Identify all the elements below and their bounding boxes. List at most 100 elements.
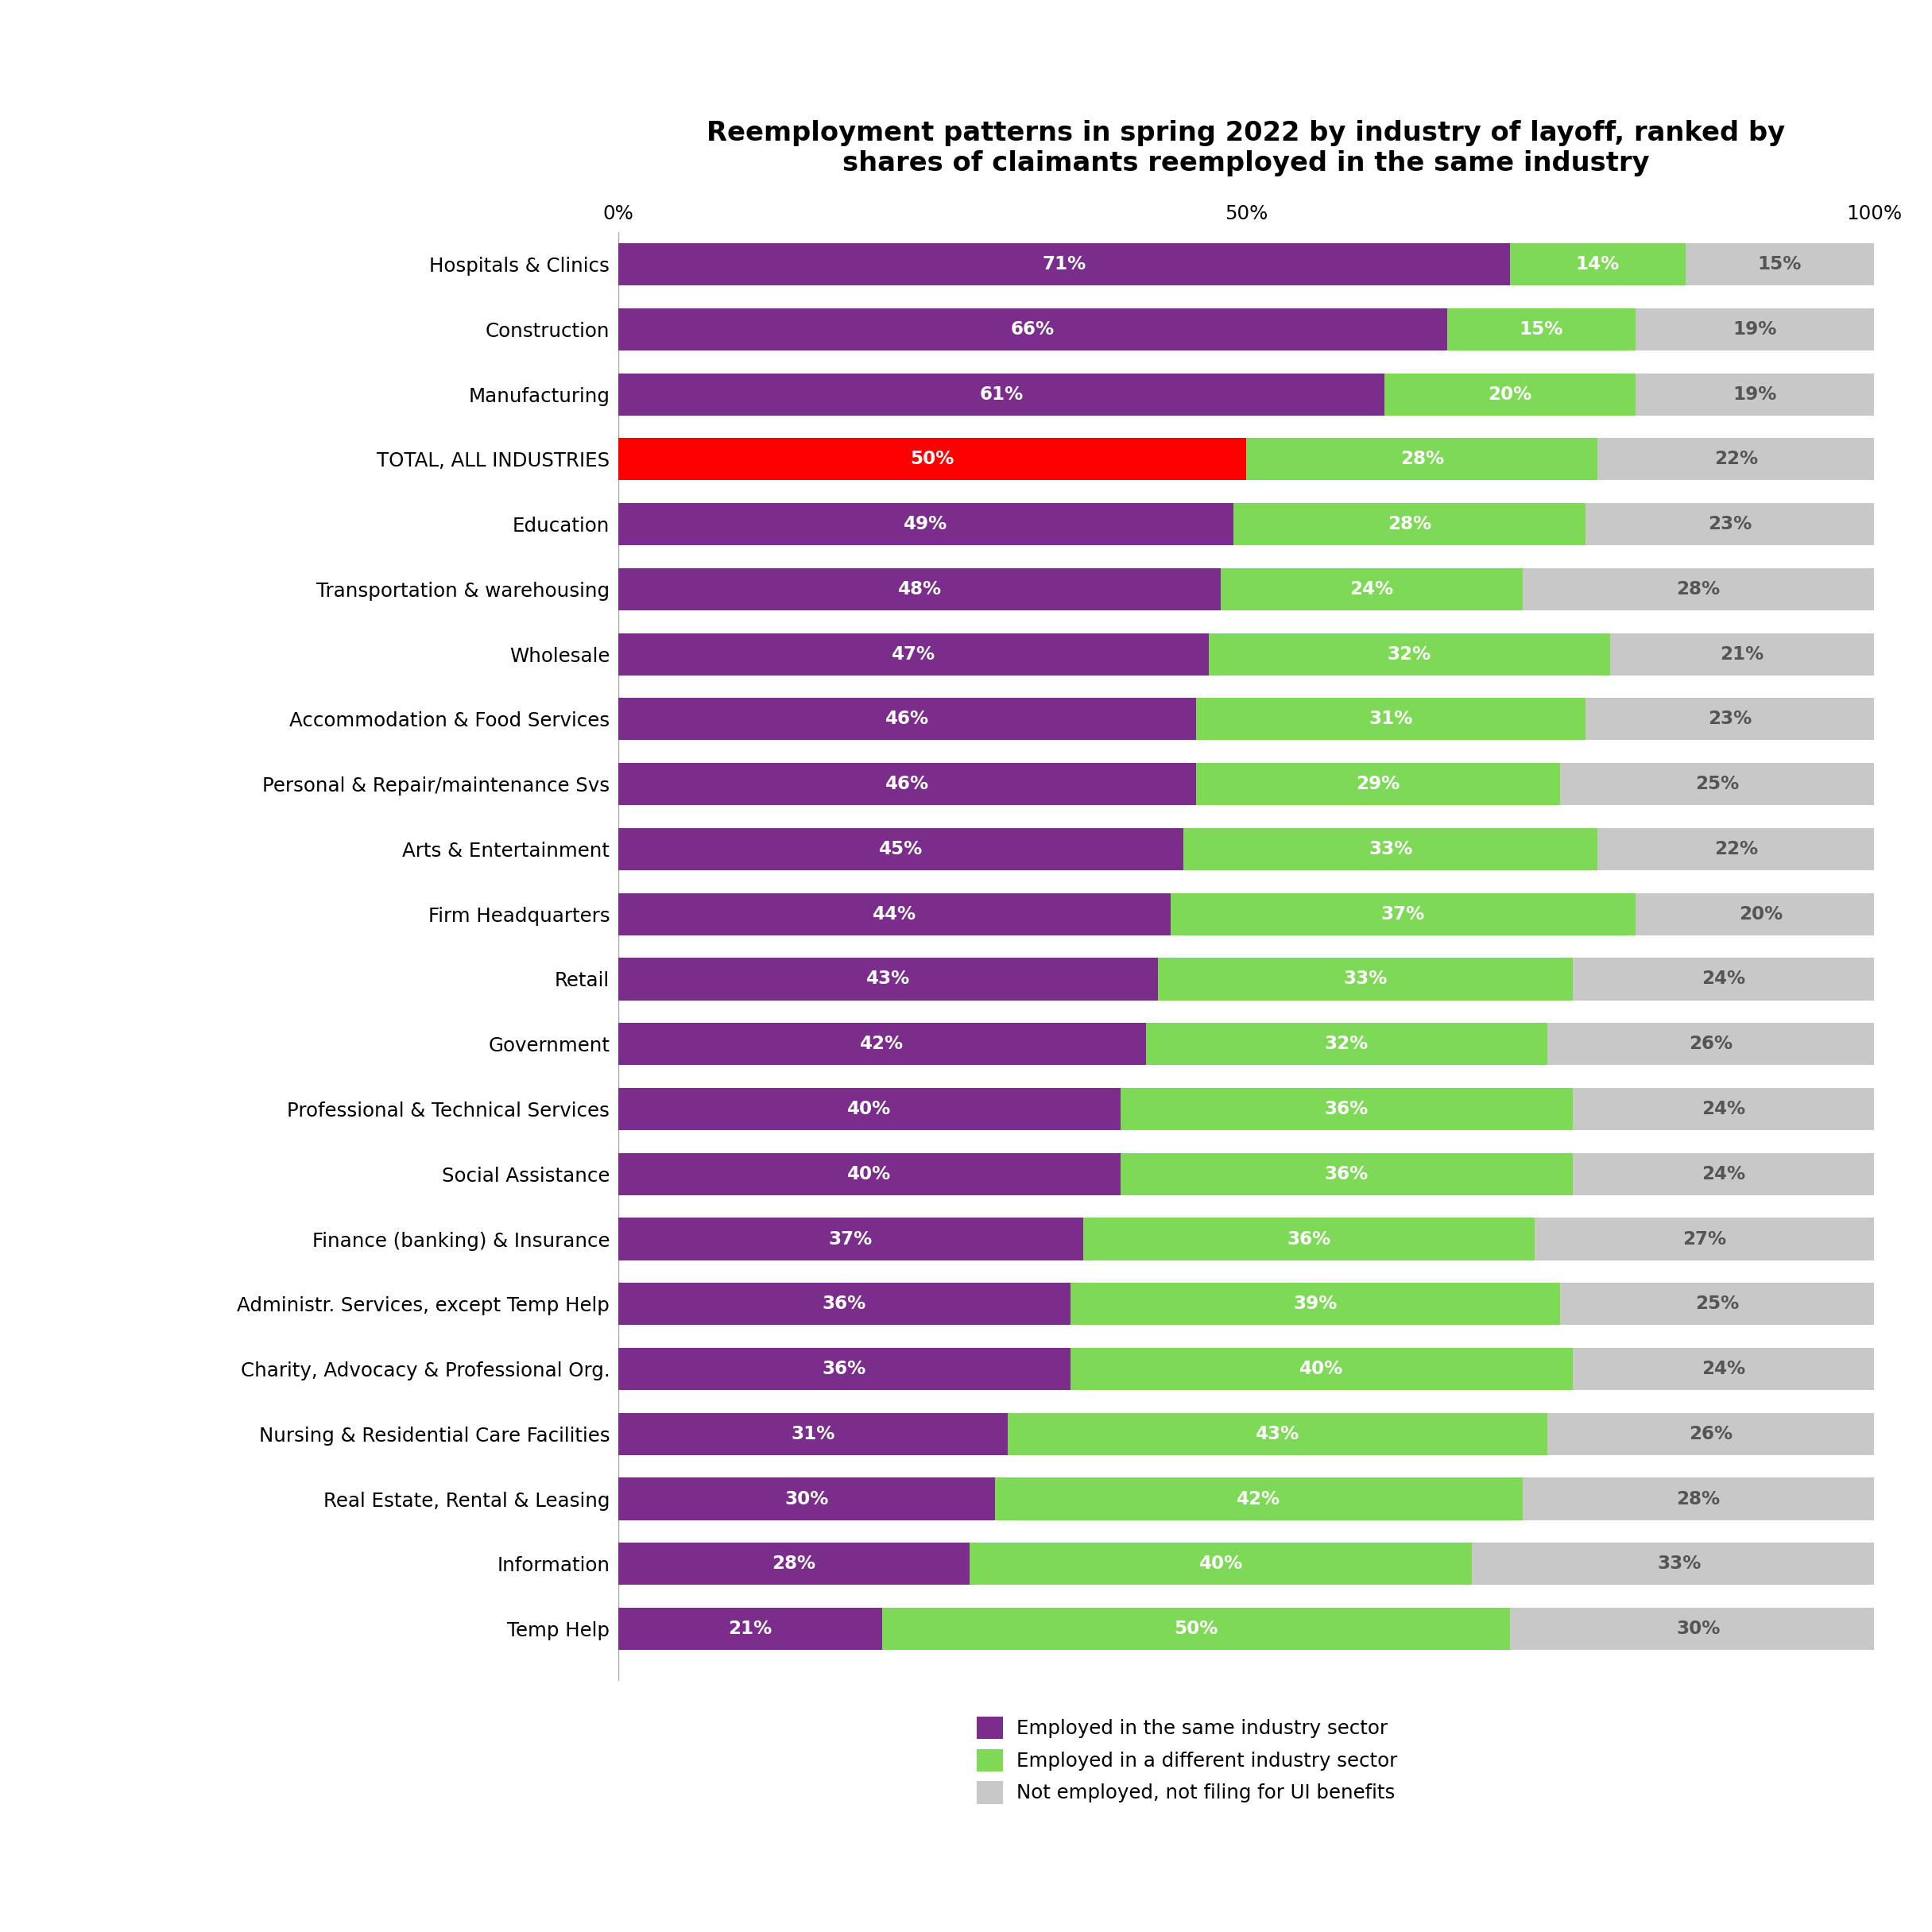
Bar xyxy=(1634,373,1874,415)
Bar xyxy=(1221,568,1522,611)
Bar xyxy=(1009,1412,1548,1455)
Bar xyxy=(1511,243,1685,286)
Bar xyxy=(618,958,1159,1001)
Text: 24%: 24% xyxy=(1702,1165,1745,1182)
Bar xyxy=(1209,634,1609,676)
Text: 30%: 30% xyxy=(1677,1619,1719,1638)
Bar xyxy=(618,763,1196,806)
Bar xyxy=(1070,1349,1573,1389)
Bar xyxy=(618,502,1233,545)
Text: 20%: 20% xyxy=(1488,384,1532,404)
Text: 26%: 26% xyxy=(1689,1036,1733,1053)
Text: 40%: 40% xyxy=(848,1099,891,1119)
Bar xyxy=(995,1478,1522,1520)
Bar xyxy=(1598,439,1874,481)
Text: 71%: 71% xyxy=(1041,255,1086,274)
Bar xyxy=(1685,243,1874,286)
Bar xyxy=(1611,634,1874,676)
Text: 14%: 14% xyxy=(1577,255,1619,274)
Text: 49%: 49% xyxy=(904,516,949,533)
Text: 43%: 43% xyxy=(866,970,910,989)
Bar xyxy=(1447,309,1634,350)
Bar xyxy=(618,243,1511,286)
Text: 36%: 36% xyxy=(1287,1231,1331,1248)
Bar xyxy=(1121,1153,1573,1196)
Bar xyxy=(1634,893,1886,935)
Text: 44%: 44% xyxy=(873,904,916,923)
Text: 40%: 40% xyxy=(848,1165,891,1182)
Bar xyxy=(1573,1088,1874,1130)
Bar xyxy=(618,1217,1082,1260)
Text: 28%: 28% xyxy=(1401,450,1443,468)
Text: 30%: 30% xyxy=(784,1490,829,1509)
Text: 22%: 22% xyxy=(1714,450,1758,468)
Bar xyxy=(1182,829,1598,869)
Text: 47%: 47% xyxy=(891,645,935,663)
Text: 50%: 50% xyxy=(1175,1619,1217,1638)
Text: 33%: 33% xyxy=(1368,840,1412,858)
Text: 42%: 42% xyxy=(1236,1490,1281,1509)
Bar xyxy=(618,1478,995,1520)
Bar xyxy=(618,1412,1009,1455)
Text: 21%: 21% xyxy=(728,1619,773,1638)
Text: 15%: 15% xyxy=(1758,255,1803,274)
Text: 45%: 45% xyxy=(879,840,923,858)
Bar xyxy=(1548,1412,1874,1455)
Bar xyxy=(1634,309,1874,350)
Text: 25%: 25% xyxy=(1694,1294,1739,1314)
Text: 22%: 22% xyxy=(1714,840,1758,858)
Bar xyxy=(1082,1217,1534,1260)
Text: 46%: 46% xyxy=(885,775,929,794)
Text: 61%: 61% xyxy=(980,384,1024,404)
Text: 24%: 24% xyxy=(1702,1099,1745,1119)
Text: 50%: 50% xyxy=(910,450,954,468)
Text: 32%: 32% xyxy=(1387,645,1432,663)
Text: 24%: 24% xyxy=(1702,970,1745,989)
Text: 28%: 28% xyxy=(1387,516,1432,533)
Bar xyxy=(618,634,1209,676)
Text: 28%: 28% xyxy=(1677,1490,1719,1509)
Bar xyxy=(618,309,1447,350)
Bar xyxy=(1159,958,1573,1001)
Title: Reemployment patterns in spring 2022 by industry of layoff, ranked by
shares of : Reemployment patterns in spring 2022 by … xyxy=(707,120,1785,176)
Bar xyxy=(618,893,1171,935)
Bar xyxy=(1522,568,1874,611)
Bar xyxy=(618,1607,883,1650)
Bar xyxy=(618,1349,1070,1389)
Text: 23%: 23% xyxy=(1708,516,1752,533)
Text: 33%: 33% xyxy=(1658,1555,1702,1573)
Bar xyxy=(1561,1283,1874,1325)
Text: 24%: 24% xyxy=(1350,580,1393,599)
Bar xyxy=(1196,697,1584,740)
Bar xyxy=(1584,697,1874,740)
Bar xyxy=(1121,1088,1573,1130)
Text: 29%: 29% xyxy=(1356,775,1401,794)
Text: 28%: 28% xyxy=(773,1555,815,1573)
Text: 43%: 43% xyxy=(1256,1424,1300,1443)
Bar xyxy=(1573,1153,1874,1196)
Text: 42%: 42% xyxy=(860,1036,904,1053)
Text: 20%: 20% xyxy=(1739,904,1783,923)
Text: 36%: 36% xyxy=(823,1294,866,1314)
Text: 31%: 31% xyxy=(790,1424,835,1443)
Bar xyxy=(618,439,1246,481)
Bar xyxy=(970,1544,1472,1584)
Text: 32%: 32% xyxy=(1325,1036,1368,1053)
Bar xyxy=(1561,763,1874,806)
Text: 36%: 36% xyxy=(1325,1165,1368,1182)
Bar xyxy=(1472,1544,1886,1584)
Text: 40%: 40% xyxy=(1200,1555,1242,1573)
Bar xyxy=(1548,1022,1874,1065)
Text: 19%: 19% xyxy=(1733,321,1777,338)
Text: 23%: 23% xyxy=(1708,711,1752,728)
Bar xyxy=(1598,829,1874,869)
Legend: Employed in the same industry sector, Employed in a different industry sector, N: Employed in the same industry sector, Em… xyxy=(970,1710,1405,1810)
Text: 33%: 33% xyxy=(1343,970,1387,989)
Bar xyxy=(618,1088,1121,1130)
Bar xyxy=(618,1153,1121,1196)
Bar xyxy=(1584,502,1874,545)
Text: 48%: 48% xyxy=(898,580,941,599)
Bar xyxy=(1573,958,1874,1001)
Text: 36%: 36% xyxy=(1325,1099,1368,1119)
Bar xyxy=(1196,763,1561,806)
